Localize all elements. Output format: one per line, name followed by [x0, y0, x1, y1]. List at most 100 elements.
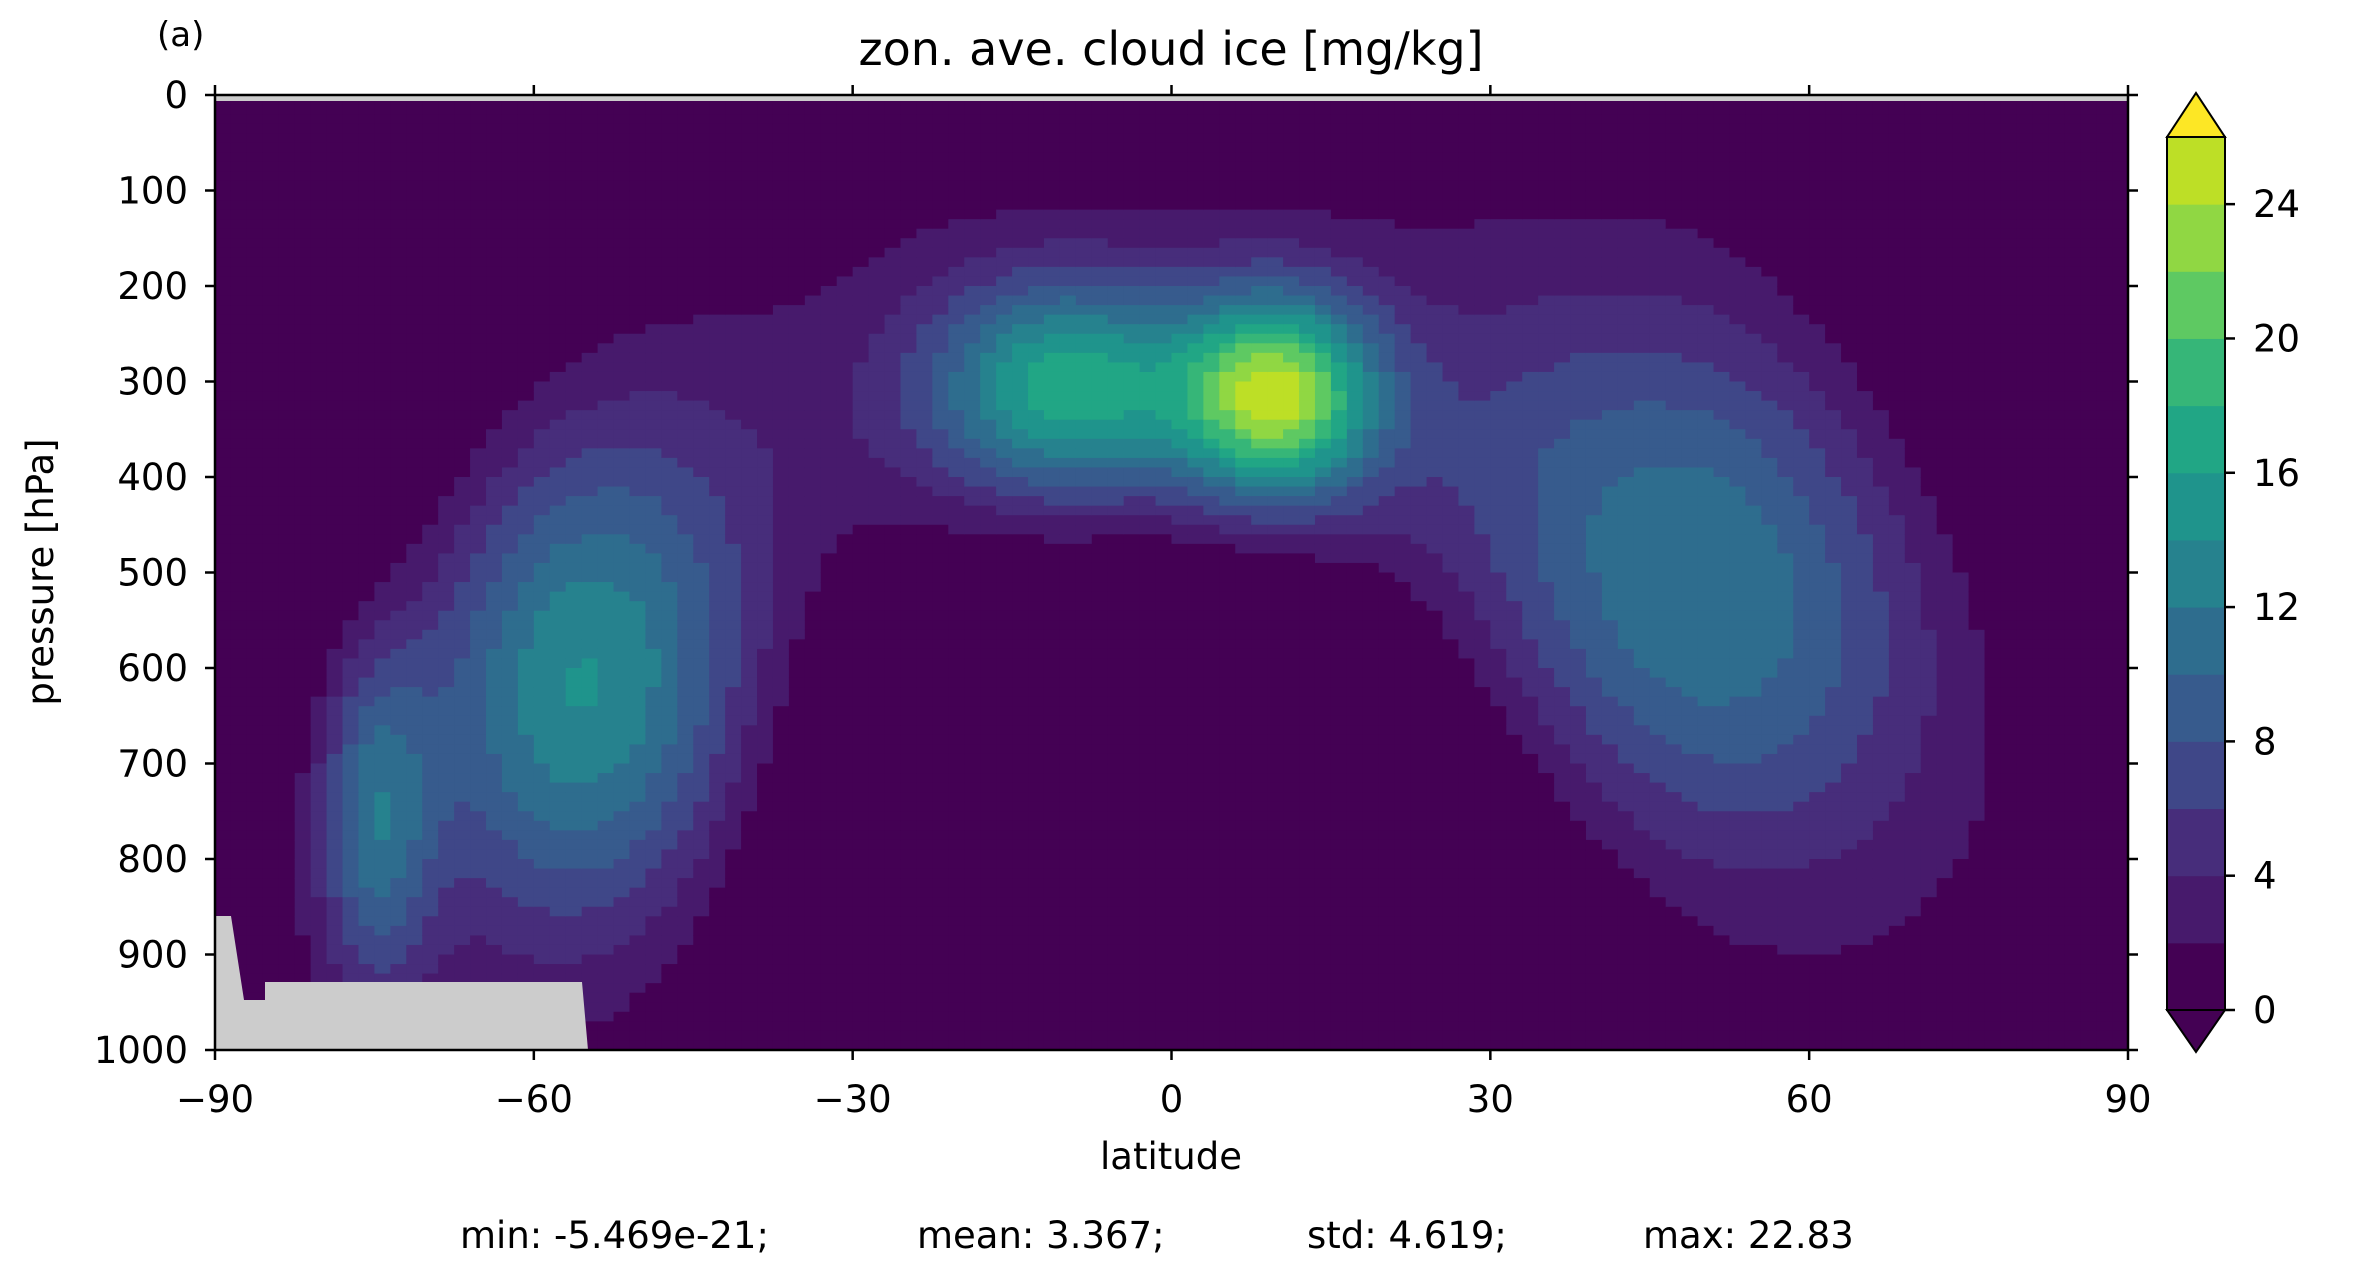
- contour-cell: [278, 878, 296, 889]
- contour-cell: [836, 524, 854, 535]
- contour-cell: [820, 1040, 838, 1050]
- contour-cell: [964, 534, 981, 545]
- contour-cell: [932, 839, 949, 851]
- contour-cell: [294, 935, 312, 946]
- contour-cell: [693, 410, 710, 421]
- contour-cell: [836, 448, 854, 459]
- contour-cell: [374, 496, 391, 507]
- contour-cell: [342, 610, 360, 621]
- contour-cell: [422, 133, 439, 144]
- contour-cell: [230, 572, 248, 583]
- contour-cell: [230, 171, 248, 182]
- contour-cell: [581, 276, 599, 287]
- contour-cell: [581, 486, 599, 497]
- contour-cell: [836, 381, 854, 392]
- contour-cell: [836, 925, 854, 936]
- contour-cell: [390, 314, 407, 325]
- contour-cell: [629, 878, 647, 889]
- contour-cell: [533, 467, 551, 478]
- contour-cell: [948, 457, 965, 469]
- contour-cell: [549, 543, 567, 554]
- contour-cell: [246, 820, 264, 831]
- contour-cell: [501, 582, 519, 593]
- contour-cell: [964, 410, 981, 421]
- contour-cell: [964, 696, 981, 707]
- contour-cell: [932, 486, 949, 497]
- contour-cell: [693, 591, 710, 602]
- contour-cell: [438, 133, 455, 144]
- contour-cell: [581, 820, 599, 831]
- contour-cell: [661, 916, 678, 927]
- contour-cell: [772, 505, 790, 516]
- contour-cell: [852, 820, 870, 831]
- contour-cell: [230, 744, 248, 755]
- contour-cell: [900, 868, 918, 879]
- contour-cell: [597, 400, 615, 411]
- contour-cell: [820, 859, 838, 870]
- contour-cell: [820, 687, 838, 698]
- contour-cell: [836, 534, 854, 545]
- contour-cell: [246, 925, 264, 936]
- contour-cell: [804, 276, 822, 287]
- contour-cell: [725, 371, 742, 383]
- contour-cell: [741, 391, 758, 402]
- contour-cell: [661, 668, 678, 679]
- contour-cell: [948, 1021, 965, 1032]
- contour-cell: [709, 734, 726, 745]
- contour-cell: [613, 266, 631, 278]
- contour-cell: [517, 295, 535, 306]
- contour-cell: [262, 314, 280, 325]
- contour-cell: [996, 534, 1013, 545]
- contour-cell: [645, 562, 662, 574]
- contour-cell: [900, 648, 918, 660]
- contour-cell: [772, 371, 790, 383]
- contour-cell: [948, 286, 965, 297]
- contour-cell: [772, 104, 790, 115]
- contour-cell: [725, 266, 742, 278]
- contour-cell: [613, 639, 631, 650]
- contour-cell: [597, 219, 615, 230]
- contour-cell: [836, 763, 854, 774]
- contour-cell: [996, 849, 1013, 860]
- contour-cell: [788, 429, 806, 440]
- contour-cell: [406, 849, 423, 860]
- contour-cell: [501, 180, 519, 192]
- contour-cell: [709, 801, 726, 812]
- contour-cell: [772, 849, 790, 860]
- contour-cell: [757, 782, 774, 793]
- contour-cell: [246, 839, 264, 851]
- contour-cell: [294, 171, 312, 182]
- contour-cell: [326, 582, 344, 593]
- contour-cell: [757, 830, 774, 841]
- contour-cell: [358, 706, 376, 717]
- contour-cell: [932, 228, 949, 239]
- contour-cell: [693, 457, 710, 469]
- contour-cell: [374, 849, 391, 860]
- contour-cell: [964, 897, 981, 908]
- contour-cell: [980, 782, 997, 793]
- contour-cell: [278, 505, 296, 516]
- contour-cell: [215, 582, 232, 593]
- contour-cell: [741, 429, 758, 440]
- contour-cell: [916, 629, 933, 640]
- contour-cell: [884, 677, 902, 688]
- contour-cell: [645, 496, 662, 507]
- contour-cell: [948, 992, 965, 1003]
- contour-cell: [757, 715, 774, 726]
- contour-cell: [996, 954, 1013, 965]
- contour-cell: [310, 448, 328, 459]
- contour-cell: [310, 859, 328, 870]
- contour-cell: [246, 591, 264, 602]
- contour-cell: [581, 553, 599, 564]
- contour-cell: [358, 190, 376, 201]
- contour-cell: [374, 429, 391, 440]
- contour-cell: [788, 648, 806, 660]
- contour-cell: [262, 677, 280, 688]
- contour-cell: [406, 276, 423, 287]
- contour-cell: [868, 286, 886, 297]
- contour-cell: [310, 553, 328, 564]
- contour-cell: [852, 410, 870, 421]
- contour-cell: [326, 572, 344, 583]
- contour-cell: [549, 629, 567, 640]
- contour-cell: [613, 1030, 631, 1042]
